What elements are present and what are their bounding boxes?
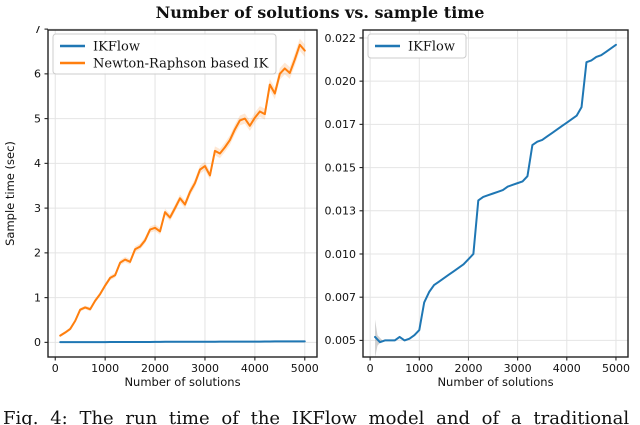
svg-text:5000: 5000 — [602, 362, 630, 375]
svg-text:4: 4 — [34, 157, 41, 170]
svg-text:0.017: 0.017 — [325, 118, 357, 131]
svg-text:0.013: 0.013 — [325, 205, 357, 218]
svg-text:5000: 5000 — [291, 362, 319, 375]
svg-text:4000: 4000 — [553, 362, 581, 375]
svg-text:0: 0 — [34, 336, 41, 349]
svg-text:0.005: 0.005 — [325, 334, 357, 347]
svg-text:6: 6 — [34, 68, 41, 81]
confidence-band — [375, 319, 383, 358]
svg-text:2: 2 — [34, 247, 41, 260]
plot-border — [362, 29, 629, 358]
line-newton-raphson-based-ik — [59, 43, 306, 337]
x-axis-label: Number of solutions — [437, 375, 553, 389]
svg-text:2000: 2000 — [454, 362, 482, 375]
svg-text:0.020: 0.020 — [325, 75, 357, 88]
figure-caption: Fig. 4: The run time of the IKFlow model… — [3, 408, 630, 425]
tick-labels: 0 1000 2000 3000 4000 5000 0 1 2 3 4 5 6 7 — [34, 26, 319, 375]
confidence-band — [60, 38, 305, 337]
svg-text:3000: 3000 — [504, 362, 532, 375]
svg-text:1: 1 — [34, 291, 41, 304]
right-plot-canvas: 0 1000 2000 3000 4000 5000 0.005 0.007 0.010 0.01… — [325, 29, 630, 389]
axis-ticks — [44, 28, 306, 361]
y-axis-label: Sample time (sec) — [3, 141, 17, 246]
svg-text:0.015: 0.015 — [325, 161, 357, 174]
svg-text:1000: 1000 — [91, 362, 119, 375]
tick-labels: 0 1000 2000 3000 4000 5000 0.005 0.007 0.010 0.01… — [325, 32, 630, 375]
svg-text:7: 7 — [34, 26, 41, 36]
left-plot-canvas: 0 1000 2000 3000 4000 5000 0 1 2 3 4 5 6 7 Number of s… — [3, 26, 319, 389]
svg-text:3: 3 — [34, 202, 41, 215]
line-ikflow — [374, 43, 617, 344]
svg-text:4000: 4000 — [241, 362, 269, 375]
legend-label-ikflow: IKFlow — [93, 40, 140, 55]
plot-border — [47, 29, 318, 358]
svg-text:0: 0 — [367, 362, 374, 375]
legend: IKFlow — [367, 33, 467, 59]
svg-text:0: 0 — [52, 362, 59, 375]
figure-title: Number of solutions vs. sample time — [155, 3, 485, 22]
svg-text:1000: 1000 — [405, 362, 433, 375]
svg-text:5: 5 — [34, 112, 41, 125]
svg-text:0.007: 0.007 — [325, 291, 357, 304]
svg-text:0.010: 0.010 — [325, 248, 357, 261]
line-ikflow — [59, 340, 306, 344]
svg-text:2000: 2000 — [141, 362, 169, 375]
x-axis-label: Number of solutions — [124, 375, 240, 389]
legend-label-ikflow: IKFlow — [408, 40, 455, 55]
svg-text:0.022: 0.022 — [325, 32, 357, 45]
legend: IKFlow Newton-Raphson based IK — [52, 33, 277, 75]
axis-ticks — [359, 37, 617, 361]
svg-text:3000: 3000 — [191, 362, 219, 375]
legend-label-newton-raphson-based-ik: Newton-Raphson based IK — [93, 57, 269, 72]
